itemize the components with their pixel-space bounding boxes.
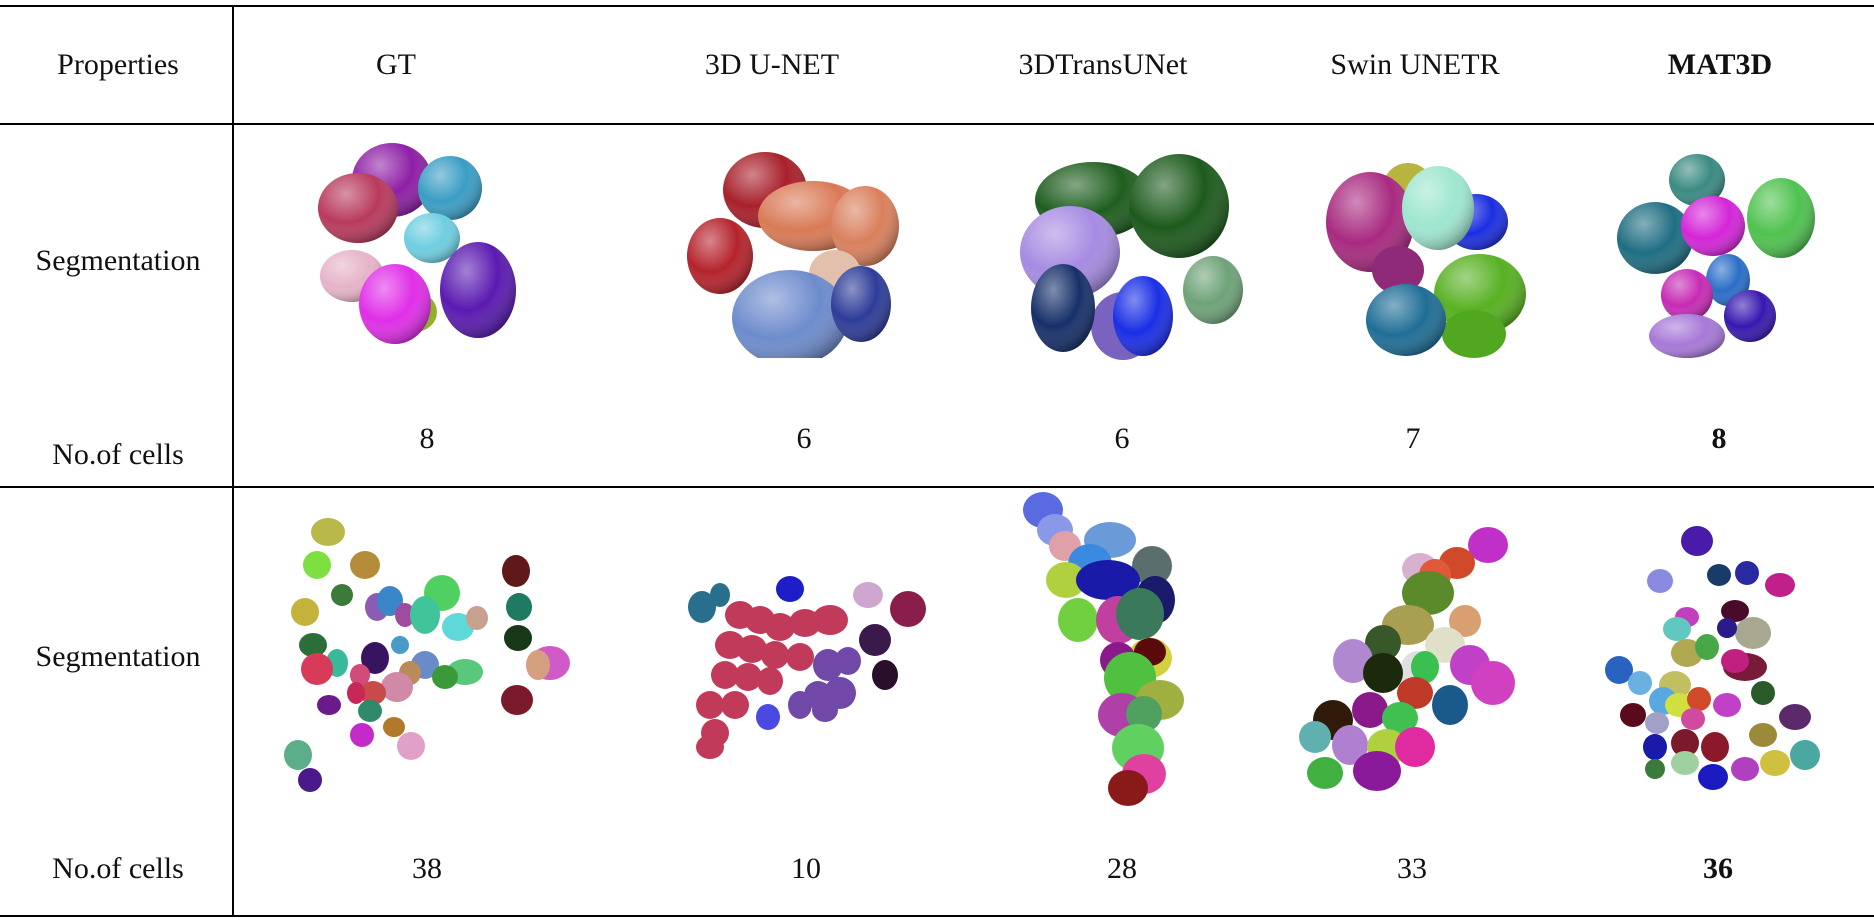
row1-count-3dtransunet: 6 xyxy=(1114,422,1130,455)
segmentation-render-mat3d-row1 xyxy=(1615,150,1835,365)
segmentation-render-mat3d-row2 xyxy=(1595,525,1835,795)
row1-segmentation-label: Segmentation xyxy=(35,244,201,277)
bottom-rule xyxy=(0,915,1874,917)
row2-segmentation-label: Segmentation xyxy=(35,640,201,673)
row1-count-gt: 8 xyxy=(419,422,435,455)
header-method-swin-unetr: Swin UNETR xyxy=(1330,48,1500,81)
top-rule xyxy=(0,5,1874,7)
header-method-mat3d: MAT3D xyxy=(1667,48,1773,81)
row1-cells-label: No.of cells xyxy=(52,438,184,471)
segmentation-render-3dtransunet-row1 xyxy=(1015,150,1245,370)
row2-count-mat3d: 36 xyxy=(1703,852,1733,885)
segmentation-render-3d-unet-row1 xyxy=(685,148,915,358)
row2-count-gt: 38 xyxy=(412,852,442,885)
row2-cells-label: No.of cells xyxy=(52,852,184,885)
segmentation-render-3dtransunet-row2 xyxy=(1010,490,1200,810)
header-method-3d-unet: 3D U-NET xyxy=(704,48,840,81)
row-separator-rule xyxy=(0,486,1874,488)
segmentation-render-3d-unet-row2 xyxy=(680,565,940,765)
header-method-3dtransunet: 3DTransUNet xyxy=(1018,48,1188,81)
row2-count-3d-unet: 10 xyxy=(791,852,821,885)
header-method-gt: GT xyxy=(376,48,416,81)
row2-count-swin-unetr: 33 xyxy=(1397,852,1427,885)
segmentation-render-swin-unetr-row1 xyxy=(1320,160,1530,360)
row1-count-swin-unetr: 7 xyxy=(1405,422,1421,455)
header-properties: Properties xyxy=(57,48,179,81)
row1-count-mat3d: 8 xyxy=(1711,422,1727,455)
header-rule xyxy=(0,123,1874,125)
segmentation-render-swin-unetr-row2 xyxy=(1295,525,1525,800)
row1-count-3d-unet: 6 xyxy=(796,422,812,455)
row2-count-3dtransunet: 28 xyxy=(1107,852,1137,885)
segmentation-render-gt-row2 xyxy=(280,515,600,795)
segmentation-render-gt-row1 xyxy=(310,140,530,360)
column-divider xyxy=(232,5,234,917)
